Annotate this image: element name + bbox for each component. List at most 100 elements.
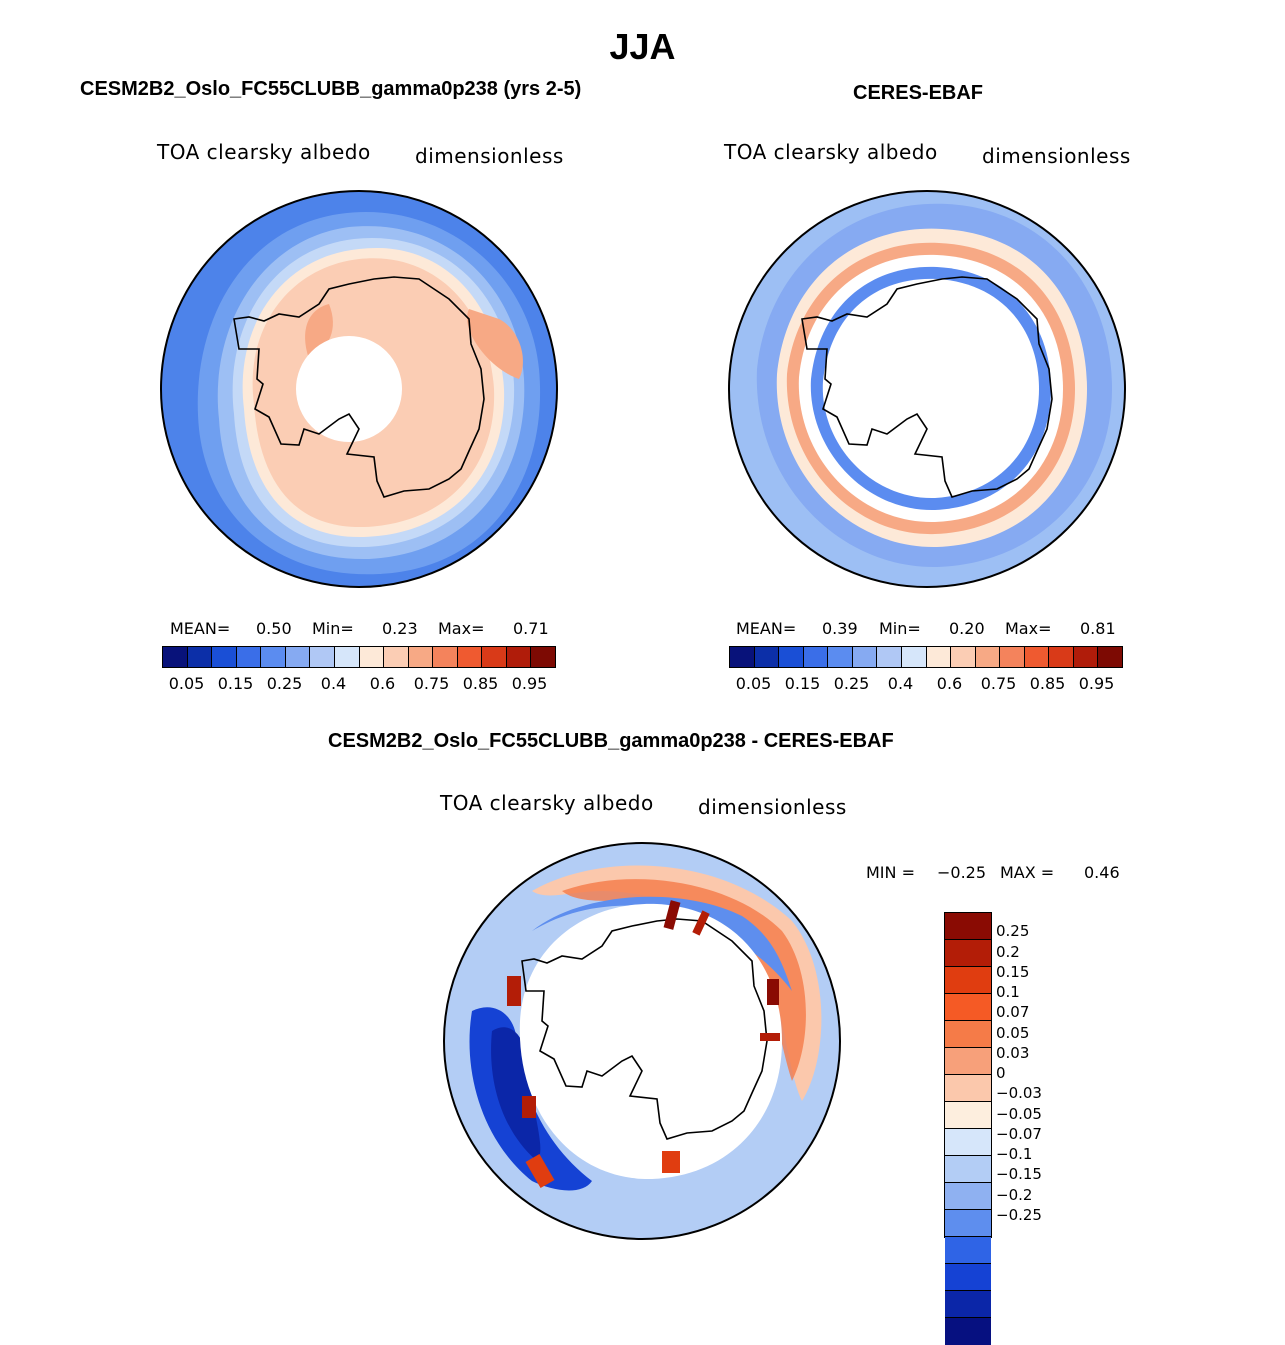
colorbar-swatch bbox=[506, 647, 532, 667]
colorbar-swatch bbox=[433, 647, 458, 667]
colorbar-swatch bbox=[803, 647, 829, 667]
colorbar-swatch bbox=[261, 647, 286, 667]
colorbar-swatch bbox=[945, 1210, 991, 1237]
colorbar-swatch bbox=[945, 913, 991, 940]
colorbar-swatch bbox=[359, 647, 385, 667]
colorbar-tick-label: 0.15 bbox=[996, 962, 1030, 981]
panel-3-min: −0.25 bbox=[937, 863, 987, 882]
colorbar-tick-label: −0.1 bbox=[996, 1145, 1033, 1163]
colorbar-swatch bbox=[852, 647, 878, 667]
panel-2-mean: 0.39 bbox=[822, 619, 858, 638]
colorbar-tick-label: 0.85 bbox=[1029, 674, 1066, 693]
colorbar-swatch bbox=[877, 647, 902, 667]
panel-3-map bbox=[443, 842, 841, 1240]
colorbar-swatch bbox=[212, 647, 237, 667]
colorbar-swatch bbox=[1098, 647, 1122, 667]
panel-2-max-label: Max= bbox=[1005, 619, 1052, 638]
panel-2-colorbar-ticks: 0.05 0.15 0.25 0.4 0.6 0.75 0.85 0.95 bbox=[729, 674, 1121, 694]
panel-1-map bbox=[160, 190, 558, 588]
antarctica-coastline bbox=[233, 276, 485, 498]
panel-3-colorbar bbox=[944, 912, 992, 1345]
colorbar-swatch bbox=[1049, 647, 1074, 667]
panel-1-colorbar bbox=[162, 646, 556, 668]
high-albedo-patch bbox=[305, 304, 333, 359]
positive-anomaly-cell bbox=[662, 1151, 680, 1173]
map-border bbox=[728, 190, 1126, 588]
colorbar-tick-label: 0.75 bbox=[413, 674, 450, 693]
colorbar-tick-label: −0.07 bbox=[996, 1124, 1042, 1143]
panel-2-colorbar bbox=[729, 646, 1123, 668]
colorbar-swatch bbox=[945, 994, 991, 1021]
colorbar-swatch bbox=[236, 647, 262, 667]
negative-anomaly bbox=[532, 896, 792, 991]
colorbar-swatch bbox=[975, 647, 1001, 667]
panel-2-variable: TOA clearsky albedo bbox=[724, 140, 938, 164]
panel-1-max: 0.71 bbox=[513, 619, 549, 638]
colorbar-tick-label: 0.75 bbox=[980, 674, 1017, 693]
colorbar-swatch bbox=[408, 647, 434, 667]
colorbar-swatch bbox=[945, 1183, 991, 1210]
colorbar-tick-label: 0.05 bbox=[168, 674, 205, 693]
colorbar-tick-label: −0.15 bbox=[996, 1165, 1042, 1184]
positive-anomaly-cell bbox=[663, 900, 681, 930]
high-albedo-patch bbox=[467, 309, 523, 379]
colorbar-swatch bbox=[730, 647, 755, 667]
panel-1-title: CESM2B2_Oslo_FC55CLUBB_gamma0p238 (yrs 2… bbox=[80, 78, 582, 100]
colorbar-swatch bbox=[334, 647, 360, 667]
colorbar-tick-label: 0.15 bbox=[784, 674, 821, 693]
colorbar-tick-label: 0.4 bbox=[320, 674, 347, 693]
panel-1-units: dimensionless bbox=[415, 144, 564, 168]
panel-1-min: 0.23 bbox=[382, 619, 418, 638]
colorbar-swatch bbox=[926, 647, 952, 667]
colorbar-swatch bbox=[951, 647, 976, 667]
colorbar-swatch bbox=[482, 647, 507, 667]
colorbar-tick-label: 0.6 bbox=[369, 674, 396, 693]
colorbar-tick-label: 0.2 bbox=[996, 942, 1020, 961]
colorbar-tick-label: −0.03 bbox=[996, 1084, 1042, 1103]
colorbar-tick-label: −0.25 bbox=[996, 1205, 1042, 1224]
colorbar-swatch bbox=[945, 1075, 991, 1102]
colorbar-tick-label: 0.25 bbox=[266, 674, 303, 693]
positive-anomaly-cell bbox=[522, 1096, 536, 1118]
panel-2-min-label: Min= bbox=[879, 619, 921, 638]
colorbar-swatch bbox=[531, 647, 555, 667]
colorbar-swatch bbox=[1073, 647, 1099, 667]
colorbar-tick-label: 0.25 bbox=[833, 674, 870, 693]
positive-anomaly-cell bbox=[760, 1033, 780, 1041]
panel-2-mean-label: MEAN= bbox=[736, 619, 797, 638]
colorbar-tick-label: 0.15 bbox=[217, 674, 254, 693]
colorbar-tick-label: 0.05 bbox=[735, 674, 772, 693]
colorbar-swatch bbox=[457, 647, 483, 667]
colorbar-tick-label: 0.4 bbox=[887, 674, 914, 693]
colorbar-tick-label: 0.05 bbox=[996, 1023, 1030, 1042]
figure-title: JJA bbox=[609, 26, 676, 67]
panel-1-colorbar-ticks: 0.05 0.15 0.25 0.4 0.6 0.75 0.85 0.95 bbox=[162, 674, 554, 694]
positive-anomaly-cell bbox=[525, 1154, 555, 1188]
colorbar-swatch bbox=[285, 647, 311, 667]
panel-3-title: CESM2B2_Oslo_FC55CLUBB_gamma0p238 - CERE… bbox=[328, 730, 894, 752]
colorbar-tick-label: 0.1 bbox=[996, 983, 1020, 1001]
colorbar-tick-label: 0.03 bbox=[996, 1043, 1030, 1062]
colorbar-tick-label: −0.2 bbox=[996, 1185, 1033, 1204]
positive-anomaly-cell bbox=[767, 979, 779, 1005]
panel-1-max-label: Max= bbox=[438, 619, 485, 638]
colorbar-swatch bbox=[945, 1129, 991, 1156]
panel-2-units: dimensionless bbox=[982, 144, 1131, 168]
colorbar-swatch bbox=[1000, 647, 1025, 667]
colorbar-swatch bbox=[828, 647, 853, 667]
map-border bbox=[160, 190, 558, 588]
colorbar-tick-label: 0 bbox=[996, 1064, 1006, 1082]
colorbar-tick-label: 0.85 bbox=[462, 674, 499, 693]
panel-2-map bbox=[728, 190, 1126, 588]
panel-1-mean-label: MEAN= bbox=[170, 619, 231, 638]
polar-data-gap bbox=[822, 278, 1039, 499]
colorbar-tick-label: −0.05 bbox=[996, 1104, 1042, 1123]
colorbar-swatch bbox=[901, 647, 927, 667]
panel-1-mean: 0.50 bbox=[256, 619, 292, 638]
colorbar-tick-label: 0.95 bbox=[511, 674, 548, 693]
colorbar-swatch bbox=[163, 647, 188, 667]
colorbar-swatch bbox=[945, 1021, 991, 1048]
panel-3-max: 0.46 bbox=[1084, 863, 1120, 882]
colorbar-swatch bbox=[779, 647, 804, 667]
panel-1-min-label: Min= bbox=[312, 619, 354, 638]
